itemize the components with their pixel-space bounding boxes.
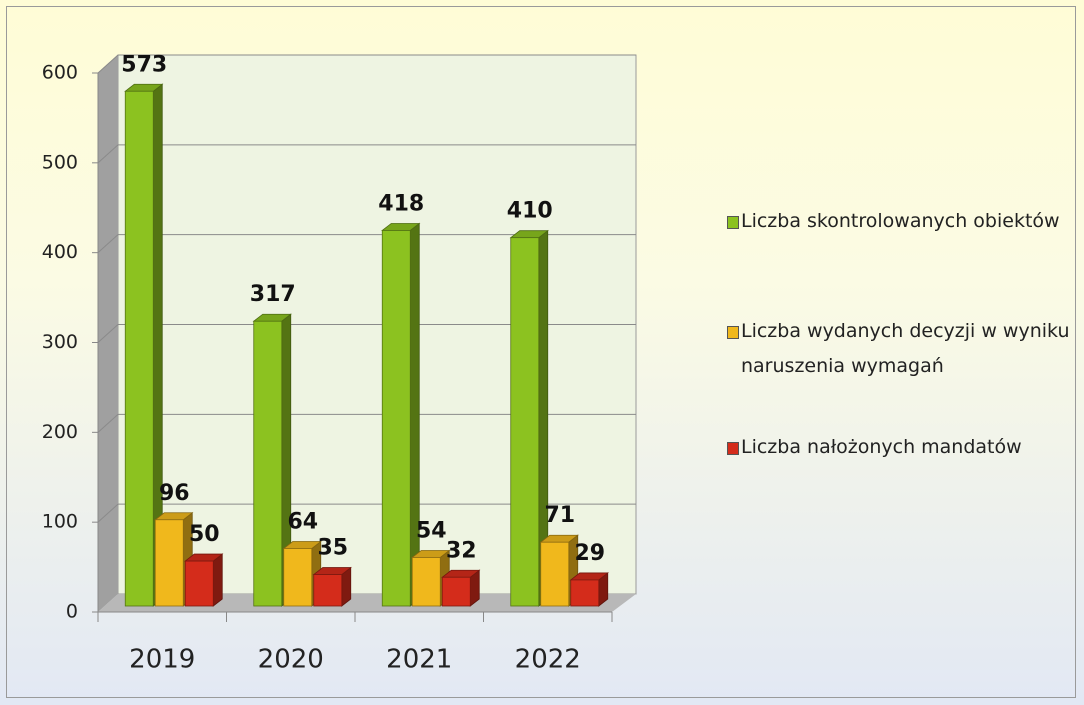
legend-swatch	[727, 216, 739, 229]
bar	[570, 579, 600, 607]
grid-line-side	[97, 324, 119, 343]
data-label: 573	[121, 52, 167, 77]
legend-item: Liczba wydanych decyzji w wyniku narusze…	[727, 314, 1076, 384]
bar	[540, 541, 570, 607]
x-tick-label: 2022	[515, 645, 581, 675]
grid-line-side	[97, 144, 119, 164]
bar	[154, 519, 184, 607]
bar	[184, 560, 214, 607]
y-tick-label: 400	[42, 241, 78, 263]
bar	[441, 576, 471, 607]
x-tick-label: 2021	[386, 645, 452, 675]
bar	[124, 90, 154, 607]
data-label: 35	[317, 536, 348, 561]
y-tick-label: 500	[42, 151, 78, 173]
x-tick-label: 2019	[129, 645, 195, 675]
floor	[98, 594, 636, 612]
data-label: 50	[189, 522, 220, 547]
data-label: 32	[446, 538, 477, 563]
grid-line-side	[97, 234, 119, 254]
data-label: 54	[416, 518, 447, 543]
data-label: 29	[574, 541, 605, 566]
bar-side	[409, 222, 420, 607]
grid-line-side	[97, 54, 119, 74]
data-label: 96	[159, 481, 190, 506]
y-tick-label: 0	[66, 601, 78, 623]
data-label: 71	[544, 503, 575, 528]
y-tick-label: 100	[42, 511, 78, 533]
legend-label: Liczba wydanych decyzji w wyniku narusze…	[741, 320, 1070, 377]
data-label: 64	[287, 510, 318, 535]
legend-swatch	[727, 326, 739, 339]
legend-item: Liczba nałożonych mandatów	[727, 430, 1076, 465]
bar	[283, 548, 313, 607]
bar-side	[212, 553, 223, 607]
data-label: 410	[507, 199, 553, 224]
bar	[510, 237, 540, 607]
x-tick-label: 2020	[258, 645, 324, 675]
legend-item: Liczba skontrolowanych obiektów	[727, 204, 1076, 239]
legend-label: Liczba nałożonych mandatów	[741, 436, 1022, 458]
bar	[313, 574, 343, 607]
data-label: 317	[250, 282, 296, 307]
bar	[381, 230, 411, 607]
y-tick-label: 600	[42, 62, 78, 84]
data-label: 418	[378, 191, 424, 216]
legend-label: Liczba skontrolowanych obiektów	[741, 210, 1060, 232]
grid-line-side	[97, 413, 119, 433]
grid-line-side	[97, 503, 119, 523]
bar	[411, 557, 441, 607]
legend-swatch	[727, 442, 739, 455]
bar	[253, 320, 283, 607]
frame	[6, 6, 1076, 698]
y-tick-label: 300	[42, 331, 78, 353]
y-tick-label: 200	[42, 421, 78, 443]
